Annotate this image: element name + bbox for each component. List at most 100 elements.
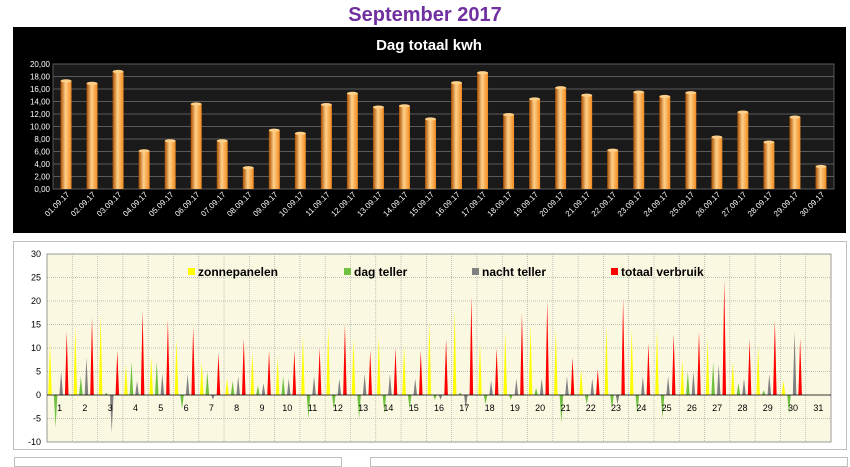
chart2-series-4-spike bbox=[621, 298, 625, 395]
chart1-bar bbox=[711, 137, 723, 189]
chart1-bar bbox=[607, 150, 619, 189]
chart2-series-3-spike bbox=[742, 378, 746, 395]
chart2-x-tick-label: 25 bbox=[662, 403, 672, 413]
chart2-series-1-spike bbox=[528, 324, 533, 395]
chart1-bar-top bbox=[451, 81, 462, 85]
chart2-series-4-spike bbox=[140, 310, 145, 395]
chart1-x-tick-label: 23.09.17 bbox=[616, 190, 645, 219]
chart2-series-4-spike bbox=[64, 331, 69, 395]
chart2-series-1-spike bbox=[124, 364, 128, 395]
chart2-series-1-spike bbox=[680, 359, 685, 395]
chart2-series-2-spike bbox=[332, 395, 336, 410]
chart2-series-3-spike bbox=[59, 371, 63, 395]
chart2-series-1-spike bbox=[73, 326, 78, 395]
chart1-x-tick-label: 25.09.17 bbox=[668, 190, 697, 219]
chart1-y-tick-label: 18,00 bbox=[30, 73, 51, 82]
chart2-x-tick-label: 3 bbox=[108, 403, 113, 413]
chart2-x-tick-label: 26 bbox=[687, 403, 697, 413]
chart1-bar-top bbox=[789, 115, 801, 119]
chart2-series-4-spike bbox=[191, 326, 195, 395]
chart1-x-tick-label: 19.09.17 bbox=[512, 190, 541, 219]
chart1-bar bbox=[581, 95, 593, 189]
chart2-series-3-spike bbox=[489, 380, 493, 395]
chart1-x-tick-label: 30.09.17 bbox=[798, 190, 827, 219]
chart2-series-4-spike bbox=[798, 338, 802, 395]
chart1-bar bbox=[242, 167, 254, 189]
chart1-x-tick-label: 22.09.17 bbox=[590, 190, 619, 219]
chart2-y-tick-label: 20 bbox=[31, 296, 41, 306]
chart1-bar bbox=[216, 140, 228, 189]
chart2-series-2-spike bbox=[559, 395, 564, 424]
chart1-bar bbox=[737, 112, 749, 189]
chart2-series-3-spike bbox=[337, 378, 342, 395]
chart2-series-4-spike bbox=[671, 333, 676, 395]
chart1-bar-top bbox=[398, 104, 410, 108]
chart2-x-tick-label: 27 bbox=[712, 403, 722, 413]
chart1-bar-top bbox=[737, 110, 749, 114]
chart1-bar-top bbox=[685, 91, 697, 95]
chart1-y-tick-label: 10,00 bbox=[30, 123, 51, 132]
chart1-x-tick-label: 06.09.17 bbox=[173, 190, 202, 219]
chart2-series-4-spike bbox=[393, 348, 398, 395]
chart2-series-4-spike bbox=[469, 296, 474, 395]
chart1-x-tick-label: 12.09.17 bbox=[329, 190, 358, 219]
chart2-series-2-spike bbox=[635, 395, 640, 414]
chart2-series-3-spike bbox=[438, 395, 443, 400]
chart1-bar-top bbox=[372, 105, 384, 109]
chart2-x-tick-label: 2 bbox=[82, 403, 87, 413]
chart2-series-1-spike bbox=[579, 369, 583, 395]
chart2-x-tick-label: 12 bbox=[333, 403, 343, 413]
chart2-series-4-spike bbox=[697, 331, 701, 395]
chart2-y-tick-label: -5 bbox=[33, 414, 41, 424]
chart2-series-1-spike bbox=[629, 329, 634, 395]
chart1-y-tick-label: 20,00 bbox=[30, 60, 51, 69]
chart2-y-tick-label: 5 bbox=[36, 367, 41, 377]
chart2-series-1-spike bbox=[655, 329, 659, 395]
chart1-x-tick-label: 10.09.17 bbox=[277, 190, 306, 219]
chart2-x-tick-label: 30 bbox=[788, 403, 798, 413]
chart2-y-tick-label: 0 bbox=[36, 390, 41, 400]
chart1-bar bbox=[815, 166, 827, 189]
chart2-series-1-spike bbox=[377, 336, 381, 395]
chart1-bar bbox=[633, 92, 645, 189]
chart1-title: Dag totaal kwh bbox=[376, 37, 482, 54]
chart2-x-tick-label: 8 bbox=[234, 403, 239, 413]
chart2-series-4-spike bbox=[216, 352, 221, 395]
chart1-bar bbox=[685, 92, 697, 189]
chart2-x-tick-label: 29 bbox=[763, 403, 773, 413]
chart2-series-3-spike bbox=[109, 395, 114, 433]
chart2-series-3-spike bbox=[792, 331, 797, 395]
chart2-series-4-spike bbox=[267, 350, 271, 395]
chart2-series-1-spike bbox=[174, 338, 179, 395]
chart2-series-4-spike bbox=[773, 319, 777, 395]
chart1-bar bbox=[268, 130, 280, 189]
chart1-x-tick-label: 21.09.17 bbox=[564, 190, 593, 219]
chart1-bar bbox=[294, 133, 306, 189]
chart1-x-tick-label: 09.09.17 bbox=[251, 190, 280, 219]
chart1-x-tick-label: 11.09.17 bbox=[304, 190, 332, 218]
chart2-legend-label: nacht teller bbox=[482, 265, 546, 279]
chart2-series-3-spike bbox=[388, 373, 392, 395]
chart2-legend-label: dag teller bbox=[354, 265, 408, 279]
chart1-y-tick-label: 2,00 bbox=[34, 173, 50, 182]
chart2-series-2-spike bbox=[407, 395, 412, 410]
chart1-bar-top bbox=[138, 149, 150, 153]
chart2-series-1-spike bbox=[781, 380, 786, 395]
chart2-series-3-spike bbox=[312, 376, 316, 395]
chart2-x-tick-label: 5 bbox=[158, 403, 163, 413]
chart2-y-tick-label: 15 bbox=[31, 320, 41, 330]
chart2-series-3-spike bbox=[514, 378, 519, 395]
chart2-series-2-spike bbox=[736, 383, 741, 395]
chart2-series-2-spike bbox=[711, 362, 715, 395]
chart2-series-2-spike bbox=[357, 395, 361, 419]
chart2-series-1-spike bbox=[149, 357, 153, 395]
chart2-series-1-spike bbox=[427, 322, 432, 395]
chart2-series-1-spike bbox=[326, 326, 330, 395]
chart2-series-2-spike bbox=[79, 376, 83, 395]
chart2-x-tick-label: 9 bbox=[259, 403, 264, 413]
chart2-series-1-spike bbox=[402, 345, 406, 395]
chart1-bar bbox=[763, 142, 775, 189]
chart1-bar-top bbox=[503, 113, 515, 117]
chart2-series-4-spike bbox=[419, 350, 423, 395]
